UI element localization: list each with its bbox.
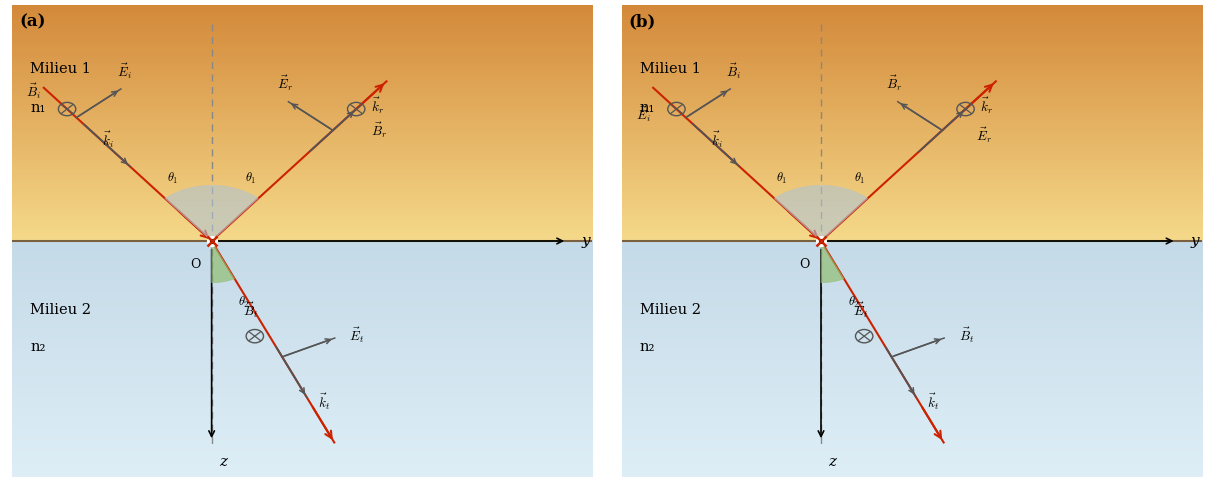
Text: $\vec{k}_t$: $\vec{k}_t$ (318, 391, 330, 412)
Text: $\theta_2$: $\theta_2$ (847, 295, 860, 310)
Text: $\vec{B}_t$: $\vec{B}_t$ (959, 325, 975, 345)
Text: z: z (219, 455, 227, 469)
Text: n₁: n₁ (640, 101, 656, 115)
Text: $\vec{B}_i$: $\vec{B}_i$ (726, 61, 742, 80)
Text: y: y (1191, 234, 1199, 248)
Text: $\vec{E}_i$: $\vec{E}_i$ (636, 105, 651, 124)
Text: $\theta_1$: $\theta_1$ (855, 171, 866, 186)
Text: $\vec{k}_r$: $\vec{k}_r$ (980, 96, 993, 117)
Text: z: z (828, 455, 836, 469)
Text: $\vec{B}_r$: $\vec{B}_r$ (886, 74, 902, 94)
Text: $\vec{k}_i$: $\vec{k}_i$ (711, 130, 724, 150)
Text: $\vec{k}_r$: $\vec{k}_r$ (370, 96, 384, 117)
Wedge shape (821, 241, 844, 282)
Text: O: O (800, 258, 810, 271)
Text: $\theta_1$: $\theta_1$ (776, 171, 788, 186)
Text: $\vec{E}_r$: $\vec{E}_r$ (976, 126, 993, 145)
Text: $\vec{k}_i$: $\vec{k}_i$ (102, 130, 114, 150)
Text: $\vec{B}_r$: $\vec{B}_r$ (370, 120, 387, 140)
Text: n₂: n₂ (640, 340, 656, 354)
Text: $\vec{E}_t$: $\vec{E}_t$ (350, 325, 364, 345)
Wedge shape (775, 186, 868, 241)
Text: $\vec{k}_t$: $\vec{k}_t$ (927, 391, 940, 412)
Text: $\theta_2$: $\theta_2$ (238, 295, 250, 310)
Text: $\vec{B}_t$: $\vec{B}_t$ (243, 300, 259, 320)
Text: n₁: n₁ (30, 101, 46, 115)
Text: Milieu 1: Milieu 1 (640, 62, 700, 76)
Wedge shape (211, 241, 234, 282)
Text: (b): (b) (629, 13, 656, 30)
Text: $\vec{E}_i$: $\vec{E}_i$ (117, 61, 132, 80)
Text: $\vec{E}_r$: $\vec{E}_r$ (277, 74, 293, 94)
Text: $\theta_1$: $\theta_1$ (166, 171, 178, 186)
Text: Milieu 2: Milieu 2 (640, 304, 700, 318)
Text: O: O (191, 258, 200, 271)
Wedge shape (165, 186, 259, 241)
Text: Milieu 1: Milieu 1 (30, 62, 91, 76)
Text: (a): (a) (19, 13, 46, 30)
Text: $\theta_1$: $\theta_1$ (245, 171, 256, 186)
Text: $\vec{B}_i$: $\vec{B}_i$ (27, 81, 41, 101)
Text: y: y (582, 234, 590, 248)
Text: n₂: n₂ (30, 340, 46, 354)
Text: Milieu 2: Milieu 2 (30, 304, 91, 318)
Text: $\vec{E}_t$: $\vec{E}_t$ (853, 300, 868, 320)
